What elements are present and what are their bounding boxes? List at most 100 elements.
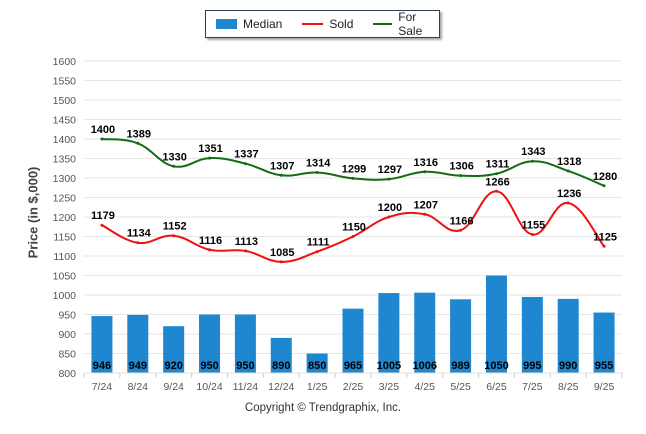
point-sold — [351, 235, 355, 238]
point-sold — [566, 201, 570, 205]
data-label-sold: 1266 — [485, 176, 509, 188]
bar-value-label: 995 — [523, 360, 541, 372]
point-sold — [172, 234, 176, 238]
y-tick-label: 950 — [58, 310, 76, 322]
data-label-sold: 1236 — [557, 188, 581, 200]
data-label-sold: 1200 — [378, 202, 402, 214]
copyright: Copyright © Trendgraphix, Inc. — [244, 402, 402, 414]
data-label-for-sale: 1337 — [234, 149, 258, 161]
point-for-sale — [279, 173, 283, 177]
y-tick-label: 800 — [58, 368, 76, 380]
bar-median — [306, 353, 328, 373]
x-tick-label: 10/24 — [196, 381, 222, 393]
y-axis-label: Price (in $,000) — [25, 166, 41, 259]
bar-median — [270, 337, 292, 373]
gridlines — [84, 60, 622, 374]
legend-item-median[interactable]: Median — [216, 17, 282, 31]
y-tick-label: 1150 — [53, 232, 76, 244]
y-tick-label: 1000 — [53, 290, 77, 302]
bar-median — [163, 326, 185, 373]
y-tick-label: 1100 — [53, 251, 76, 263]
y-tick-label: 1250 — [53, 193, 77, 205]
bar-value-label: 920 — [164, 360, 182, 372]
median-swatch-icon — [216, 19, 237, 29]
data-label-for-sale: 1299 — [342, 163, 366, 175]
data-label-for-sale: 1316 — [413, 157, 437, 169]
bar-value-label: 950 — [236, 360, 254, 372]
x-tick-label: 7/25 — [522, 381, 543, 393]
data-label-for-sale: 1314 — [306, 158, 331, 170]
point-for-sale — [494, 172, 498, 176]
x-tick-label: 5/25 — [450, 381, 471, 393]
legend-item-for-sale[interactable]: For Sale — [373, 10, 439, 38]
legend-label: For Sale — [398, 10, 423, 38]
bar-median — [414, 292, 436, 373]
x-tick-label: 9/25 — [594, 381, 615, 393]
data-label-sold: 1111 — [307, 237, 330, 249]
point-for-sale — [315, 171, 319, 175]
x-tick-label: 12/24 — [268, 381, 294, 393]
legend-label: Sold — [329, 17, 354, 31]
sold-swatch-icon — [302, 23, 324, 25]
point-for-sale — [566, 169, 570, 173]
y-tick-label: 1550 — [53, 76, 77, 88]
bar-median — [91, 316, 113, 373]
data-label-sold: 1166 — [450, 215, 474, 227]
bar-value-label: 1006 — [412, 360, 436, 372]
x-tick-label: 3/25 — [379, 381, 400, 393]
for-sale-swatch-icon — [373, 23, 393, 25]
y-tick-label: 1200 — [53, 212, 77, 224]
point-sold — [494, 189, 498, 193]
legend: Median Sold For Sale — [205, 10, 440, 38]
point-for-sale — [423, 170, 427, 174]
data-label-sold: 1134 — [127, 228, 152, 240]
data-label-sold: 1085 — [270, 247, 294, 259]
data-label-for-sale: 1400 — [91, 124, 115, 136]
bar-value-label: 890 — [272, 360, 290, 372]
bar-median — [342, 308, 364, 373]
y-tick-label: 1450 — [53, 115, 77, 127]
data-label-sold: 1113 — [235, 236, 258, 248]
data-label-for-sale: 1306 — [449, 161, 473, 173]
point-sold — [530, 233, 534, 237]
point-sold — [243, 249, 247, 253]
data-label-sold: 1207 — [413, 199, 437, 211]
bar-median — [521, 296, 543, 373]
point-sold — [602, 244, 606, 248]
y-tick-label: 1050 — [53, 271, 77, 283]
point-sold — [100, 223, 104, 227]
legend-item-sold[interactable]: Sold — [302, 17, 353, 31]
median-bars — [91, 275, 615, 373]
x-tick-label: 1/25 — [307, 381, 328, 393]
data-label-sold: 1125 — [593, 231, 617, 243]
bar-value-label: 965 — [344, 360, 362, 372]
data-label-for-sale: 1297 — [378, 164, 402, 176]
point-for-sale — [172, 164, 176, 168]
point-for-sale — [602, 184, 606, 188]
line-sold — [101, 190, 605, 263]
y-tick-label: 1600 — [53, 56, 77, 68]
bar-median — [485, 275, 507, 373]
data-label-sold: 1179 — [91, 210, 115, 222]
bar-median — [593, 312, 615, 373]
data-label-for-sale: 1280 — [593, 171, 617, 183]
bar-median — [378, 293, 400, 373]
data-label-for-sale: 1351 — [198, 143, 222, 155]
x-tick-label: 6/25 — [486, 381, 507, 393]
point-for-sale — [387, 177, 391, 181]
point-for-sale — [100, 137, 104, 141]
x-tick-label: 2/25 — [343, 381, 364, 393]
point-for-sale — [530, 159, 534, 163]
data-label-for-sale: 1343 — [521, 146, 545, 158]
y-tick-label: 1300 — [53, 173, 77, 185]
data-label-sold: 1116 — [199, 235, 222, 247]
point-sold — [387, 215, 391, 219]
point-sold — [208, 248, 212, 252]
data-label-for-sale: 1318 — [557, 156, 581, 168]
x-tick-label: 11/24 — [233, 381, 259, 393]
data-label-for-sale: 1330 — [162, 151, 186, 163]
data-label-for-sale: 1311 — [486, 159, 510, 171]
y-tick-label: 1350 — [53, 154, 77, 166]
x-axis-ticks: 7/24 8/24 9/24 10/24 11/24 12/24 1/25 2/25 3/25 4… — [83, 372, 623, 393]
point-sold — [136, 241, 140, 245]
